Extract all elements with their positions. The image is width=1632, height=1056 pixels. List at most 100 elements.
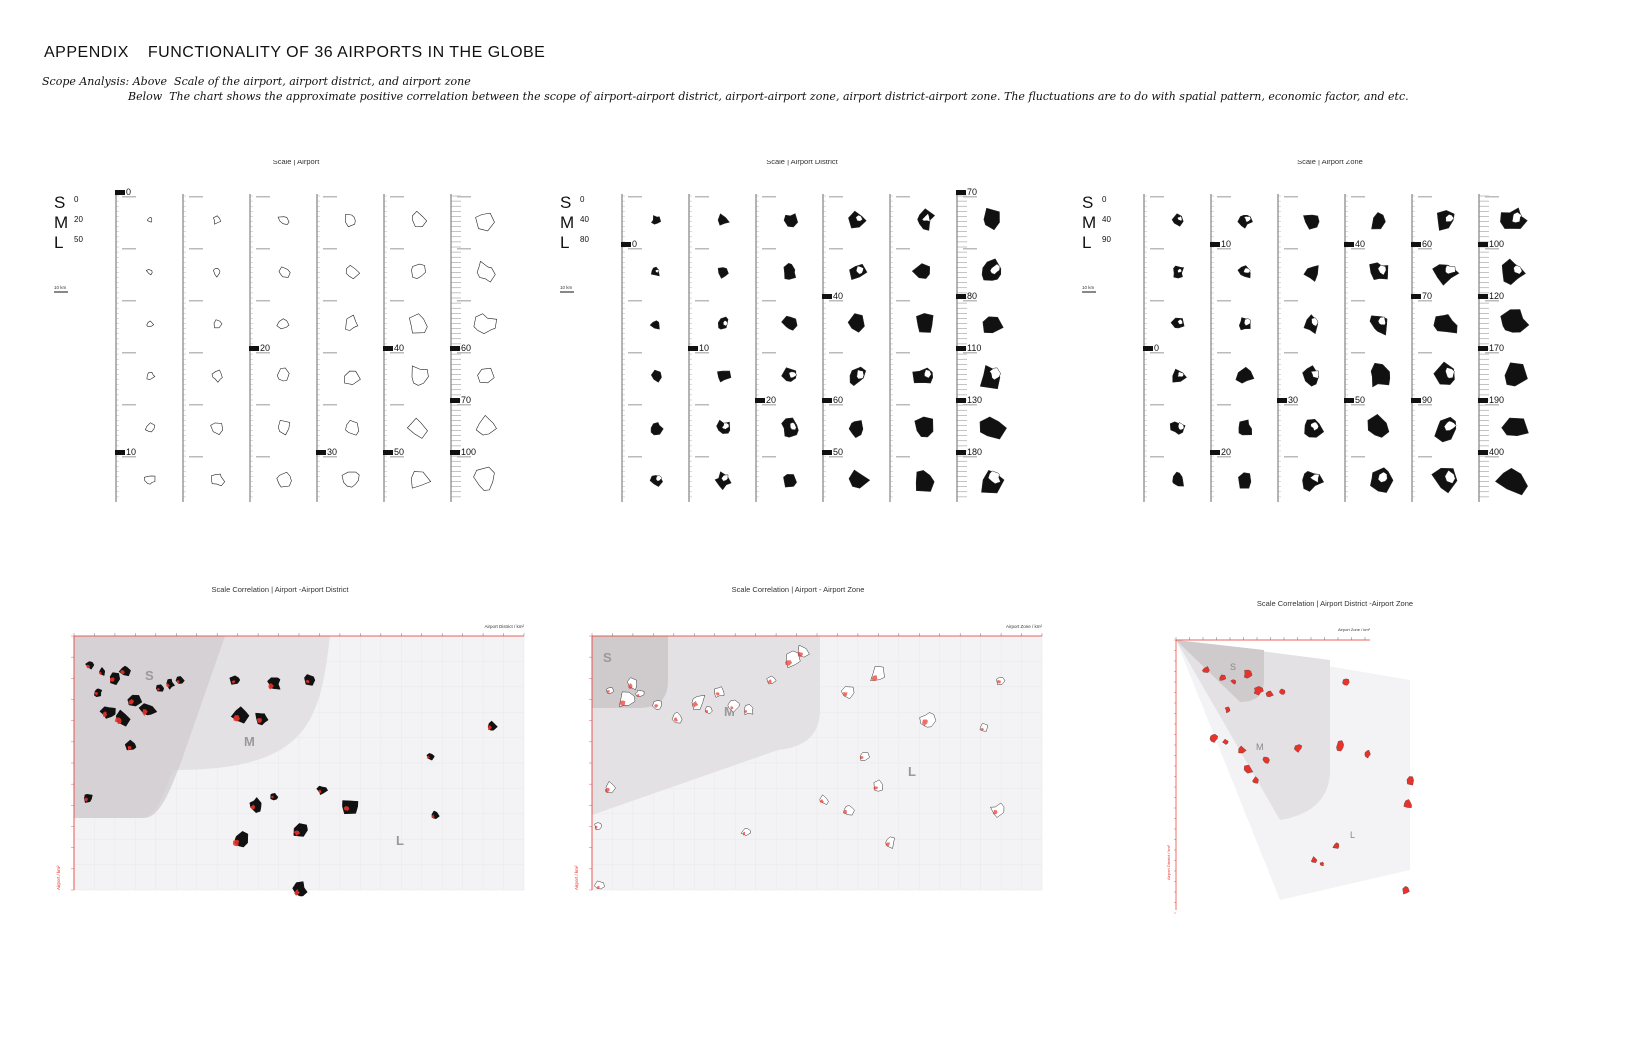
airport-shape: [783, 262, 797, 280]
airport-name-label: [1351, 352, 1365, 354]
scatter-shape-red: [175, 680, 180, 684]
legend-value: 0: [1102, 195, 1107, 204]
airport-shape: [146, 216, 153, 223]
airport-shape: [983, 207, 1000, 231]
scatter-shape-red: [343, 806, 350, 811]
airport-shape-void: [1310, 370, 1320, 379]
legend-value: 90: [1102, 235, 1111, 244]
scatter-shape-red: [715, 692, 720, 696]
airport-name-label: [1217, 352, 1231, 354]
scatter-shape: [1319, 861, 1324, 866]
airport-shape: [1434, 416, 1457, 443]
scale-marker-bar: [450, 450, 460, 455]
airport-name-label: [896, 248, 910, 250]
airport-name-label: [122, 300, 136, 302]
scale-panel-airport-district: Scale | Airport District S 0 M 40 L 80 10 km 0 10…: [548, 157, 1036, 530]
airport-name-label: [1150, 456, 1164, 458]
airport-name-label: [1284, 248, 1298, 250]
scatter-shape-red: [980, 727, 984, 731]
airport-shape: [651, 215, 662, 225]
scale-marker-value: 70: [967, 187, 977, 197]
airport-name-label: [896, 196, 910, 198]
airport-shape: [781, 417, 799, 438]
airport-name-label: [1217, 456, 1231, 458]
scale-marker-value: 70: [461, 395, 471, 405]
airport-shape-void: [1445, 367, 1455, 379]
scale-marker-bar: [316, 450, 326, 455]
airport-name-label: [1485, 300, 1499, 302]
scale-marker-value: 60: [461, 343, 471, 353]
zone-letter: M: [244, 734, 255, 749]
scatter-shape-red: [431, 814, 435, 819]
airport-shape: [144, 475, 156, 485]
scale-marker-bar: [688, 346, 698, 351]
scale-marker-bar: [1344, 398, 1354, 403]
scatter-shape-red: [294, 888, 300, 896]
scale-marker-value: 400: [1489, 447, 1504, 457]
airport-shape: [410, 471, 432, 489]
scale-marker-bar: [1143, 346, 1153, 351]
airport-shape-void: [921, 213, 931, 223]
airport-name-label: [1418, 196, 1432, 198]
airport-name-label: [189, 196, 203, 198]
scale-marker-bar: [1478, 450, 1488, 455]
airport-shape: [1501, 258, 1526, 286]
airport-shape-void: [1445, 214, 1455, 222]
scale-marker-value: 60: [833, 395, 843, 405]
scale-marker-bar: [450, 398, 460, 403]
legend-value: 40: [1102, 215, 1111, 224]
scatter-shape-red: [86, 664, 91, 669]
airport-shape: [475, 212, 495, 232]
airport-name-label: [457, 248, 471, 250]
scatter-shape-red: [233, 715, 240, 722]
scope-analysis: Scope Analysis: Above Scale of the airpo…: [42, 74, 1409, 104]
airport-name-label: [963, 352, 977, 354]
scatter-shape: [1244, 669, 1253, 679]
legend-letter: L: [1082, 233, 1091, 252]
airport-shape: [717, 370, 732, 383]
airport-shape-void: [989, 367, 1001, 381]
scale-marker-bar: [1478, 242, 1488, 247]
legend-letter: S: [560, 193, 571, 212]
correlation-title: Scale Correlation | Airport -Airport Dis…: [212, 585, 350, 594]
scatter-shape: [1403, 799, 1412, 808]
airport-name-label: [628, 196, 642, 198]
airport-name-label: [695, 248, 709, 250]
scatter-shape: [1253, 686, 1264, 696]
airport-name-label: [1284, 404, 1298, 406]
airport-shape: [212, 268, 221, 278]
airport-name-label: [829, 196, 843, 198]
airport-shape: [717, 213, 730, 226]
airport-name-label: [1284, 456, 1298, 458]
airport-shape-void: [789, 422, 797, 431]
airport-shape-void: [1177, 318, 1183, 325]
scatter-shape-red: [594, 825, 598, 829]
airport-shape: [406, 417, 428, 439]
airport-shape: [476, 260, 496, 283]
scale-marker-bar: [956, 398, 966, 403]
airport-name-label: [762, 404, 776, 406]
airport-shape-void: [1444, 469, 1456, 484]
scatter-shape-red: [873, 786, 879, 790]
scatter-shape-red: [922, 719, 928, 727]
legend-value: 20: [74, 215, 83, 224]
scale-marker-bar: [450, 346, 460, 351]
scatter-shape: [593, 880, 605, 890]
airport-name-label: [762, 196, 776, 198]
airport-name-label: [122, 196, 136, 198]
scale-marker-bar: [1478, 294, 1488, 299]
airport-name-label: [762, 456, 776, 458]
scatter-shape-red: [871, 675, 878, 681]
airport-name-label: [390, 248, 404, 250]
airport-shape-void: [1243, 267, 1251, 274]
airport-name-label: [628, 248, 642, 250]
airport-shape: [345, 265, 361, 280]
legend-value: 0: [580, 195, 585, 204]
scatter-shape-red: [249, 804, 255, 810]
legend-value: 80: [580, 235, 589, 244]
scatter-shape-red: [102, 711, 107, 717]
scale-marker-bar: [822, 294, 832, 299]
airport-shape: [1302, 470, 1325, 492]
airport-shape: [475, 414, 497, 436]
airport-shape-void: [1513, 265, 1523, 275]
